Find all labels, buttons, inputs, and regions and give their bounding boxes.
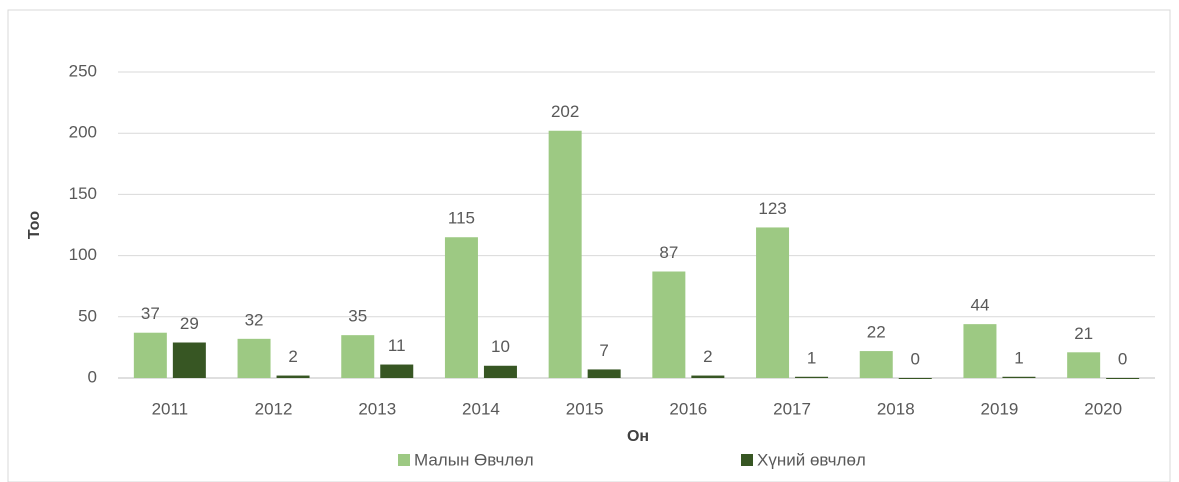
- bar: [1067, 352, 1101, 378]
- x-tick-label: 2016: [669, 399, 707, 418]
- bar: [444, 237, 478, 378]
- bar: [133, 332, 167, 378]
- bar: [341, 335, 375, 378]
- data-label: 123: [758, 199, 786, 218]
- y-tick-label: 150: [69, 184, 97, 203]
- legend-label: Малын Өвчлөл: [414, 450, 534, 469]
- bar: [1002, 376, 1036, 378]
- data-label: 44: [970, 296, 989, 315]
- bar: [172, 342, 206, 378]
- x-tick-label: 2020: [1084, 399, 1122, 418]
- bar: [963, 324, 997, 378]
- legend-label: Хүний өвчлөл: [757, 450, 866, 469]
- bar: [859, 351, 893, 378]
- x-tick-label: 2017: [773, 399, 811, 418]
- y-tick-label: 0: [88, 367, 97, 386]
- data-label: 21: [1074, 324, 1093, 343]
- bar: [483, 365, 517, 378]
- data-label: 37: [141, 304, 160, 323]
- bar: [237, 338, 271, 378]
- x-tick-label: 2012: [255, 399, 293, 418]
- data-label: 1: [807, 348, 816, 367]
- data-label: 10: [491, 337, 510, 356]
- y-axis-title: Тоо: [26, 211, 43, 240]
- x-tick-label: 2018: [877, 399, 915, 418]
- data-label: 7: [599, 341, 608, 360]
- data-label: 11: [388, 336, 406, 355]
- bar: [276, 375, 310, 378]
- data-label: 32: [245, 310, 264, 329]
- data-label: 87: [659, 243, 678, 262]
- legend-swatch: [398, 454, 410, 466]
- x-axis-title: Он: [627, 428, 649, 445]
- bar: [380, 364, 414, 378]
- x-tick-label: 2014: [462, 399, 500, 418]
- y-tick-label: 200: [69, 123, 97, 142]
- x-tick-label: 2015: [566, 399, 604, 418]
- y-tick-label: 100: [69, 245, 97, 264]
- data-label: 202: [551, 102, 579, 121]
- chart-frame: [7, 9, 1171, 482]
- y-tick-label: 50: [78, 306, 97, 325]
- legend-swatch: [741, 454, 753, 466]
- data-label: 1: [1014, 348, 1023, 367]
- data-label: 0: [911, 349, 920, 368]
- data-label: 2: [703, 347, 712, 366]
- data-label: 0: [1118, 349, 1127, 368]
- bar: [548, 130, 582, 378]
- bar: [587, 369, 621, 378]
- bar: [756, 227, 790, 378]
- data-label: 29: [180, 314, 199, 333]
- x-tick-label: 2011: [152, 399, 189, 418]
- bar: [691, 375, 725, 378]
- data-label: 35: [348, 307, 367, 326]
- y-tick-label: 250: [69, 61, 97, 80]
- x-tick-label: 2019: [981, 399, 1019, 418]
- x-tick-label: 2013: [358, 399, 396, 418]
- data-label: 115: [448, 209, 475, 228]
- bar: [795, 376, 829, 378]
- data-label: 2: [288, 347, 297, 366]
- bar: [652, 271, 686, 378]
- bar: [1106, 378, 1140, 379]
- data-label: 22: [867, 323, 886, 342]
- bar: [898, 378, 932, 379]
